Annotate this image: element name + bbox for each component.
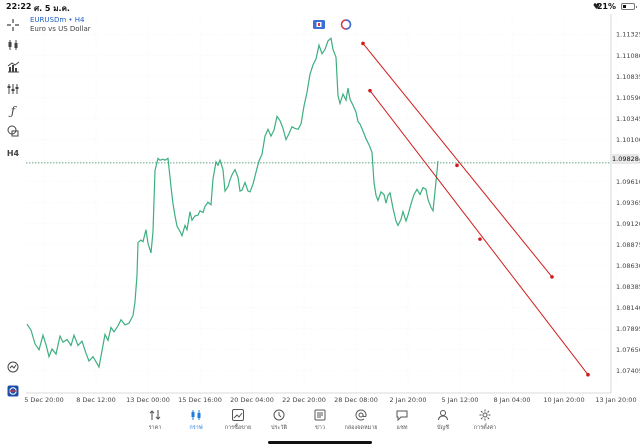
trend-line-handle[interactable] [368, 88, 372, 93]
nav-settings[interactable]: การตั้งค่า [463, 408, 507, 432]
battery-icon [621, 3, 637, 10]
price-tick-label: 1.10345 [616, 115, 640, 123]
nav-label: การตั้งค่า [473, 425, 497, 431]
news-icon [298, 408, 342, 422]
trend-line-handle[interactable] [361, 41, 365, 46]
home-indicator[interactable] [268, 441, 372, 444]
nav-label: กราฟ [189, 425, 203, 431]
status-time: 22:22 [6, 2, 32, 11]
nav-label: กล่องจดหมาย [344, 425, 378, 431]
time-tick-label: 22 Dec 20:00 [282, 396, 326, 404]
price-tick-label: 1.11325 [616, 31, 640, 39]
nav-quotes[interactable]: ราคา [133, 408, 177, 432]
time-tick-label: 8 Jan 04:00 [493, 396, 530, 404]
status-bar: 22:22 ศ. 5 ม.ค. ♥ 21% [0, 0, 640, 14]
depth-of-market-icon[interactable] [340, 19, 352, 30]
chat-icon [380, 408, 424, 422]
mailbox-icon [339, 408, 383, 422]
symbol-description: Euro vs US Dollar [30, 25, 91, 33]
trend-line-handle[interactable] [478, 237, 482, 241]
time-tick-label: 15 Dec 16:00 [178, 396, 222, 404]
nav-history[interactable]: ประวัติ [257, 408, 301, 432]
chart-grid [26, 14, 617, 393]
status-date: ศ. 5 ม.ค. [34, 4, 70, 13]
trade-icon [216, 408, 260, 422]
nav-label: ประวัติ [270, 425, 288, 431]
nav-label: บัญชี [437, 425, 449, 431]
wifi-icon: ♥ [592, 2, 600, 11]
price-tick-label: 1.08875 [616, 241, 640, 249]
nav-trade[interactable]: การซื้อขาย [216, 408, 260, 432]
price-tick-label: 1.09610 [616, 178, 640, 186]
price-tick-label: 1.11080 [616, 52, 640, 60]
price-tick-label: 1.08385 [616, 283, 640, 291]
crosshair-icon[interactable] [0, 16, 26, 34]
candlestick-type-icon[interactable] [0, 36, 26, 54]
bottom-nav: ราคา กราฟ การซื้อขาย ประวัติ ข่าว กล่องจดหมาย… [0, 406, 640, 447]
symbol-name[interactable]: EURUSDm • H4 [30, 16, 85, 24]
time-tick-label: 10 Jan 20:00 [543, 396, 584, 404]
indicators-icon[interactable] [0, 58, 26, 76]
nav-label: การซื้อขาย [224, 425, 252, 431]
nav-accounts[interactable]: บัญชี [421, 408, 465, 432]
time-tick-label: 8 Dec 12:00 [76, 396, 116, 404]
time-tick-label: 13 Dec 00:00 [126, 396, 170, 404]
current-price-label: 1.09828 [612, 154, 639, 164]
time-axis: 5 Dec 20:00 8 Dec 12:00 13 Dec 00:00 15 Dec… [24, 396, 636, 404]
accounts-icon [421, 408, 465, 422]
quotes-icon [133, 408, 177, 422]
price-tick-label: 1.10590 [616, 94, 640, 102]
history-icon [257, 408, 301, 422]
chart-icon [174, 408, 218, 422]
settings-icon [463, 408, 507, 422]
trend-lines[interactable] [361, 41, 590, 377]
time-tick-label: 13 Jan 20:00 [595, 396, 636, 404]
nav-chart[interactable]: กราฟ [174, 408, 218, 432]
logo-icon[interactable] [0, 382, 26, 400]
price-tick-label: 1.07650 [616, 346, 640, 354]
symbol-header[interactable]: EURUSDm • H4 Euro vs US Dollar [30, 16, 91, 34]
left-toolbar: ƒ H4 [0, 14, 26, 404]
price-tick-label: 1.08140 [616, 304, 640, 312]
price-tick-label: 1.09365 [616, 199, 640, 207]
time-tick-label: 28 Dec 08:00 [334, 396, 378, 404]
trend-line-handle[interactable] [455, 163, 459, 168]
nav-label: ราคา [148, 425, 162, 431]
nav-chat[interactable]: แชท [380, 408, 424, 432]
trend-line[interactable] [362, 43, 553, 278]
trend-line-handle[interactable] [550, 275, 554, 279]
trend-line[interactable] [369, 90, 589, 376]
timeframe-label[interactable]: H4 [6, 148, 20, 158]
nav-mailbox[interactable]: กล่องจดหมาย [339, 408, 383, 432]
price-axis: 1.11325 1.11080 1.10835 1.10590 1.10345 1.101… [616, 31, 640, 375]
function-icon[interactable]: ƒ [10, 104, 16, 118]
price-tick-label: 1.10835 [616, 73, 640, 81]
price-tick-label: 1.07895 [616, 325, 640, 333]
quick-trade-icon[interactable] [0, 358, 26, 376]
time-tick-label: 2 Jan 20:00 [389, 396, 426, 404]
one-click-trade-icon[interactable] [313, 20, 325, 29]
price-tick-label: 1.10100 [616, 136, 640, 144]
trend-line-handle[interactable] [586, 372, 590, 377]
battery-percent: 21% [596, 2, 616, 11]
objects-icon[interactable] [0, 80, 26, 98]
shapes-icon[interactable] [0, 122, 26, 140]
price-line-series [26, 37, 439, 369]
nav-label: แชท [396, 425, 408, 431]
price-tick-label: 1.08630 [616, 262, 640, 270]
price-tick-label: 1.09120 [616, 220, 640, 228]
time-tick-label: 5 Dec 20:00 [24, 396, 64, 404]
nav-news[interactable]: ข่าว [298, 408, 342, 432]
time-tick-label: 20 Dec 04:00 [230, 396, 274, 404]
nav-label: ข่าว [315, 425, 325, 431]
time-tick-label: 5 Jan 12:00 [441, 396, 478, 404]
